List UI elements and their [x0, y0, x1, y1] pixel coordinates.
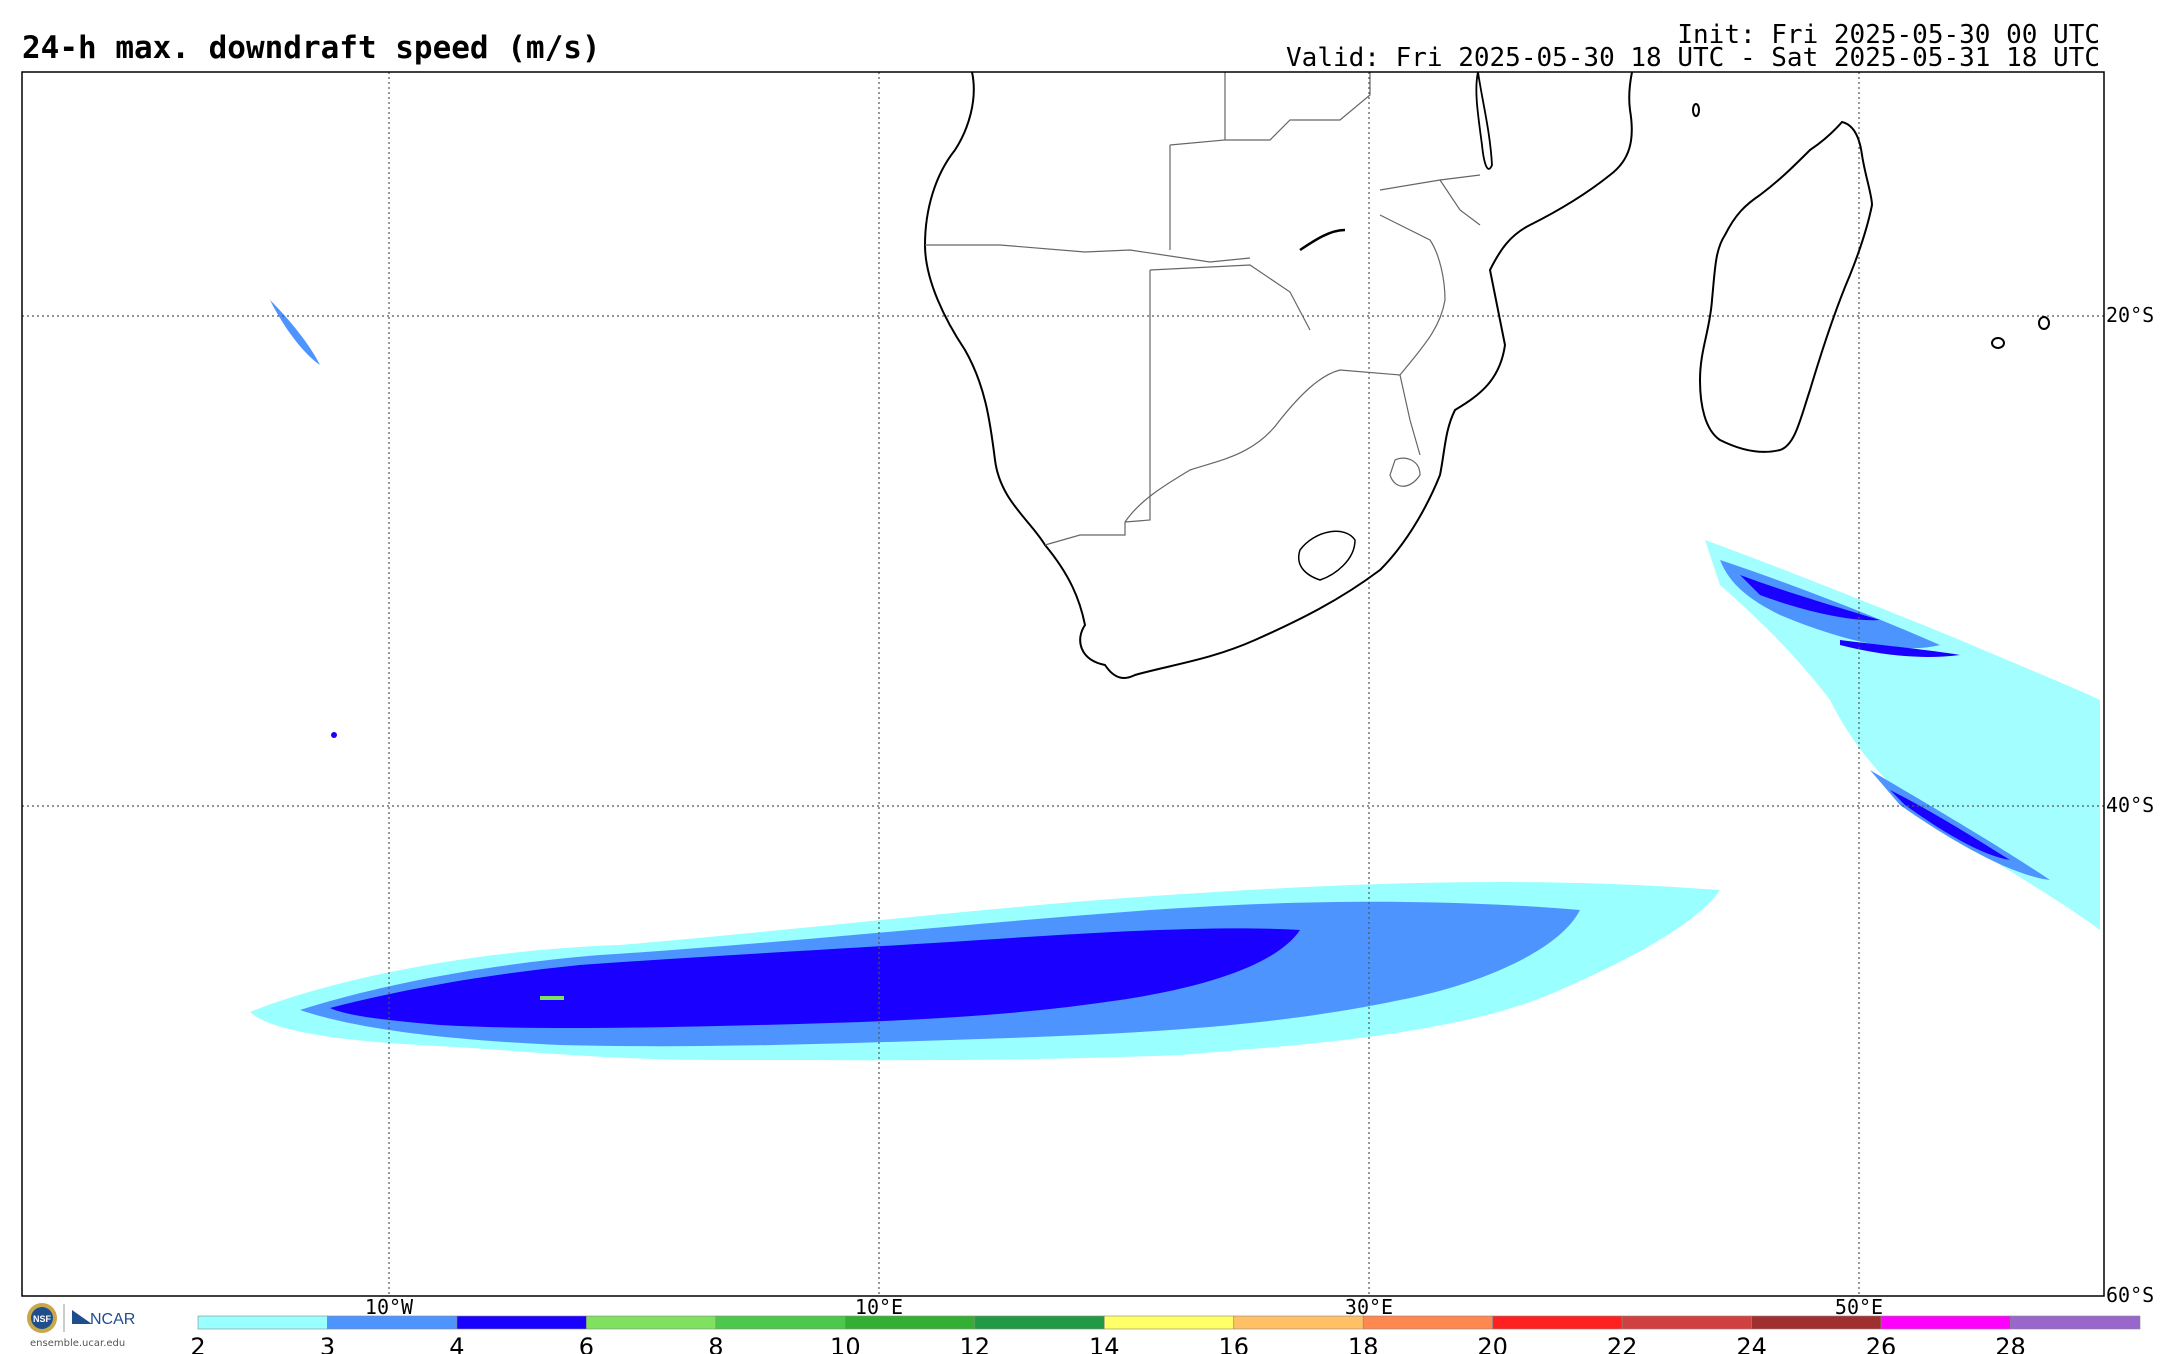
- map-title: 24-h max. downdraft speed (m/s): [22, 30, 601, 66]
- lat-label-40s: 40°S: [2106, 793, 2154, 817]
- field-streak-east-4-6-b: [1890, 790, 2010, 860]
- lon-label-30e: 30°E: [1345, 1295, 1393, 1319]
- border-lesotho: [1298, 530, 1356, 581]
- colorbar-tick-label: 28: [1995, 1333, 2026, 1354]
- colorbar-tick-label: 10: [830, 1333, 861, 1354]
- colorbar-tick-label: 24: [1736, 1333, 1767, 1354]
- colorbar-tick-label: 16: [1218, 1333, 1249, 1354]
- colorbar: 2 3 4 6 8 10 12 14 16 18 20 22 24 26 28: [190, 1315, 2141, 1354]
- lake-malawi: [1475, 72, 1493, 170]
- colorbar-tick-label: 4: [449, 1333, 464, 1354]
- colorbar-swatch: [1362, 1315, 1493, 1330]
- colorbar-swatch: [715, 1315, 846, 1330]
- border-mozambique-malawi: [1439, 179, 1481, 226]
- field-spot-west: [270, 300, 320, 365]
- colorbar-swatch: [845, 1315, 976, 1330]
- border-namibia-botswana-north: [1149, 264, 1311, 331]
- colorbar-swatch: [197, 1315, 328, 1330]
- downdraft-field: [250, 300, 2100, 1061]
- country-borders: [925, 72, 1481, 581]
- colorbar-swatch: [974, 1315, 1105, 1330]
- field-band-4-6: [330, 928, 1300, 1029]
- field-streak-east-4-6-a: [1740, 575, 1880, 621]
- border-zambia: [1169, 72, 1226, 250]
- border-botswana-south: [1124, 369, 1401, 523]
- madagascar-coastline: [1698, 120, 1874, 453]
- colorbar-swatch: [586, 1315, 717, 1330]
- ncar-logo-text: NCAR: [90, 1311, 135, 1328]
- lat-label-20s: 20°S: [2106, 303, 2154, 327]
- colorbar-tick-label: 20: [1477, 1333, 1508, 1354]
- island-mauritius: [1991, 337, 2005, 349]
- colorbar-tick-label: 3: [320, 1333, 335, 1354]
- colorbar-swatch: [1103, 1315, 1235, 1330]
- lon-label-10e: 10°E: [855, 1295, 903, 1319]
- colorbar-swatch: [327, 1315, 458, 1330]
- border-angola-namibia: [925, 244, 1251, 263]
- island-comoro: [1692, 103, 1700, 117]
- colorbar-tick-label: 12: [960, 1333, 991, 1354]
- colorbar-tick-label: 26: [1866, 1333, 1897, 1354]
- field-streak-east-3-4-a: [1720, 560, 1940, 649]
- valid-time: Valid: Fri 2025-05-30 18 UTC - Sat 2025-…: [1286, 43, 2100, 73]
- island-reunion: [2038, 316, 2050, 330]
- border-zimbabwe-east: [1379, 214, 1446, 376]
- border-south-africa-mozambique: [1399, 374, 1421, 456]
- lon-label-10w: 10°W: [365, 1295, 414, 1319]
- field-streak-east-2-3: [1705, 540, 2100, 930]
- lat-label-60s: 60°S: [2106, 1283, 2154, 1307]
- colorbar-swatch: [1621, 1315, 1752, 1330]
- colorbar-swatch: [1751, 1315, 1882, 1330]
- coastlines: [923, 72, 2050, 679]
- colorbar-tick-label: 8: [708, 1333, 723, 1354]
- africa-coastline: [923, 72, 1633, 679]
- colorbar-swatch: [1233, 1315, 1364, 1330]
- border-tanzania-mozambique: [1379, 174, 1481, 191]
- colorbar-swatch: [456, 1315, 587, 1330]
- nsf-logo-text: NSF: [33, 1314, 52, 1324]
- field-spot-ocean: [331, 732, 337, 738]
- lake-kariba: [1299, 228, 1346, 252]
- gridlines: [22, 72, 2104, 1296]
- colorbar-tick-label: 14: [1089, 1333, 1120, 1354]
- field-streak-east-3-4-b: [1870, 770, 2050, 880]
- ncar-logo-icon: [72, 1310, 92, 1324]
- colorbar-swatch: [1880, 1315, 2011, 1330]
- logo-url: ensemble.ucar.edu: [30, 1338, 126, 1349]
- colorbar-tick-label: 18: [1348, 1333, 1379, 1354]
- plot-frame: [21, 71, 2105, 1297]
- colorbar-swatch: [1492, 1315, 1623, 1330]
- border-namibia-sa: [1044, 522, 1126, 546]
- field-speck-6-8: [540, 996, 564, 1000]
- ncar-logo: NSF NCAR: [27, 1303, 135, 1333]
- colorbar-tick-label: 22: [1607, 1333, 1638, 1354]
- border-zambia-east: [1225, 72, 1371, 141]
- colorbar-swatch: [2010, 1315, 2141, 1330]
- colorbar-tick-label: 6: [579, 1333, 594, 1354]
- colorbar-tick-label: 2: [190, 1333, 205, 1354]
- border-swaziland: [1389, 457, 1421, 487]
- lon-label-50e: 50°E: [1835, 1295, 1883, 1319]
- border-namibia-botswana: [1124, 270, 1151, 523]
- init-time: Init: Fri 2025-05-30 00 UTC: [1677, 20, 2100, 50]
- field-streak-east-4-6-c: [1840, 640, 1960, 657]
